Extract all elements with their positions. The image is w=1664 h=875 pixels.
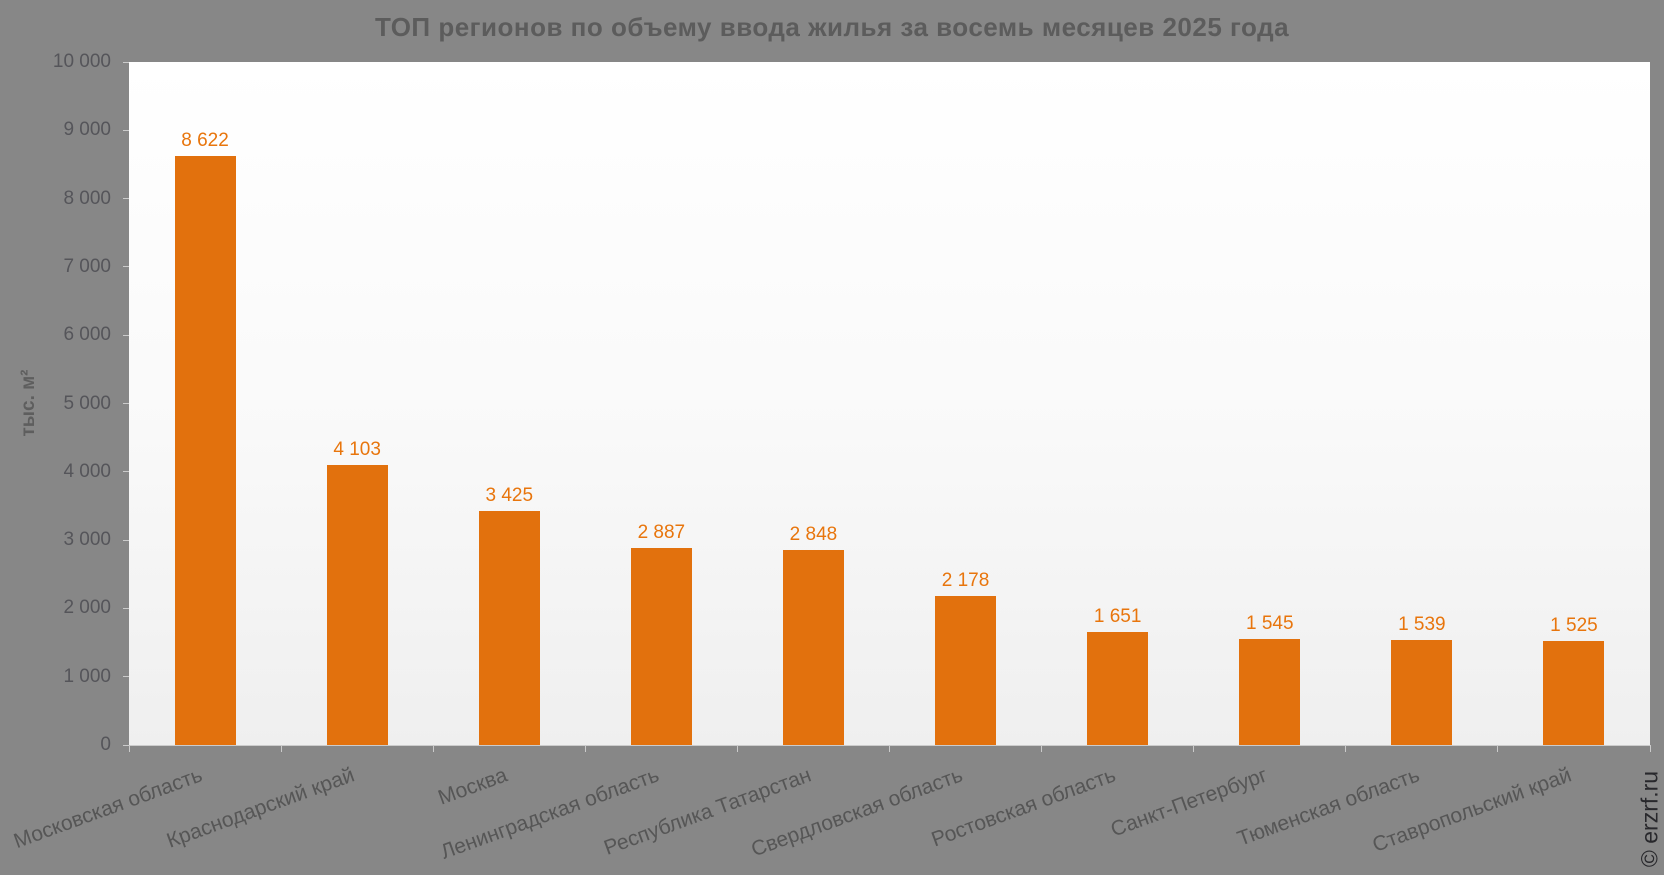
x-axis-tick [280,745,282,752]
bar [478,511,540,745]
value-label: 1 545 [1245,613,1294,635]
y-axis-tick [123,744,129,746]
x-axis-tick [1041,745,1043,752]
y-axis-label: 9 000 [63,119,111,141]
y-axis-label: 4 000 [63,460,111,482]
y-axis-tick [123,539,129,541]
bar [782,550,844,745]
y-axis-label: 10 000 [52,51,111,72]
x-axis-tick [1497,745,1499,752]
bar [1087,632,1149,745]
x-axis-tick [584,745,586,752]
y-axis-tick [123,403,129,404]
x-axis-tick [736,745,738,752]
x-axis-tick [1345,745,1347,752]
value-label: 3 425 [485,485,534,507]
y-axis-tick [123,607,129,609]
value-label: 2 848 [789,524,838,546]
y-axis-label: 3 000 [63,529,111,551]
x-axis-tick [432,745,434,752]
bar [1543,640,1605,745]
x-axis-tick [1193,745,1195,752]
bar [1391,639,1453,745]
value-label: 2 178 [941,570,990,592]
y-axis-tick [123,676,129,678]
chart-title: ТОП регионов по объему ввода жилья за во… [374,12,1290,42]
bar [630,547,692,745]
category-label: Москва [434,763,510,810]
y-axis-title: тыс. м² [18,369,39,437]
y-axis-label: 2 000 [63,597,111,619]
value-label: 1 651 [1093,606,1142,628]
y-axis-tick [123,334,129,336]
y-axis-label: 1 000 [63,665,111,687]
bar [935,596,997,745]
value-label: 8 622 [181,130,229,152]
bar [326,464,388,745]
y-axis-tick [123,266,129,268]
bar [1239,639,1301,745]
y-axis-label: 7 000 [63,255,111,277]
value-label: 4 103 [333,438,381,460]
y-axis-label: 6 000 [63,324,111,346]
y-axis-label: 0 [100,734,111,755]
bar [174,156,236,745]
value-label: 1 525 [1550,614,1598,636]
y-axis-tick [123,198,129,200]
y-axis-tick [123,129,129,131]
watermark: © erzrf.ru [1636,770,1663,868]
y-axis-tick [123,471,129,473]
y-axis-tick [123,61,129,63]
y-axis-label: 5 000 [63,392,111,414]
x-axis-tick [128,745,130,752]
value-label: 2 887 [637,521,686,543]
value-label: 1 539 [1398,613,1446,635]
x-axis-tick [1649,745,1651,752]
y-axis-label: 8 000 [63,187,111,209]
x-axis-tick [889,745,890,752]
